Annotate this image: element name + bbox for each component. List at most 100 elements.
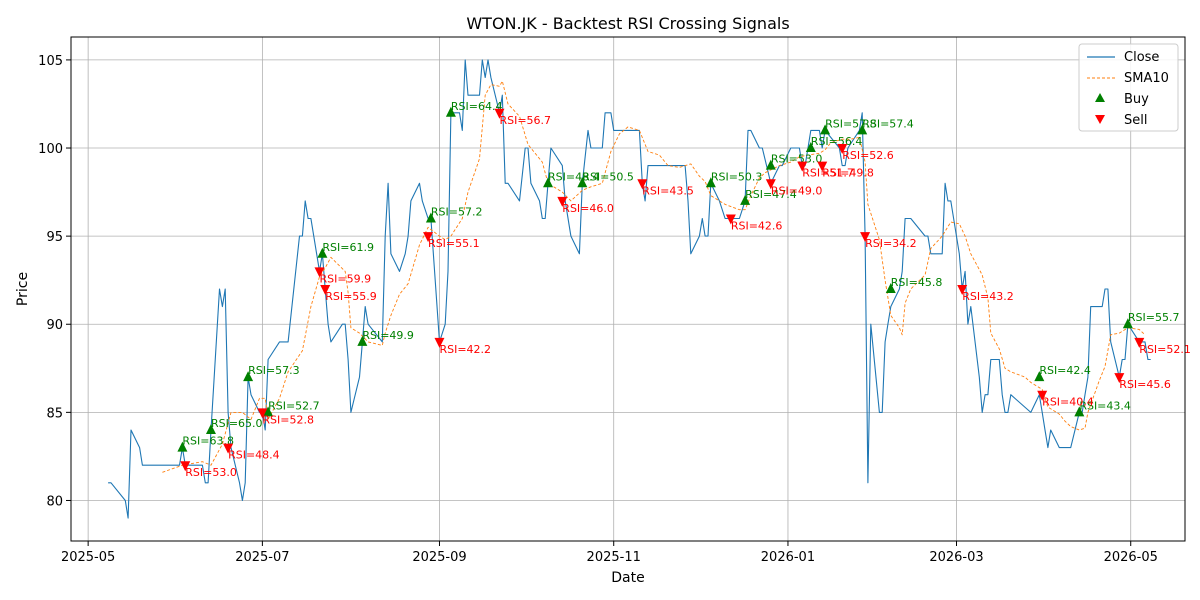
sell-marker	[1114, 373, 1125, 384]
buy-marker	[820, 124, 831, 135]
y-tick-label: 100	[38, 142, 63, 157]
sell-marker	[1134, 337, 1145, 348]
buy-marker	[543, 177, 554, 188]
sell-marker	[817, 161, 828, 172]
buy-annotation: RSI=47.4	[745, 188, 797, 201]
legend: Close SMA10 Buy Sell	[1078, 43, 1179, 132]
y-tick-label: 80	[46, 494, 63, 509]
sell-marker	[557, 196, 568, 207]
buy-annotation: RSI=48.4	[548, 170, 600, 183]
buy-annotation: RSI=57.2	[431, 206, 483, 219]
legend-sell-label: Sell	[1124, 113, 1147, 128]
sell-annotation: RSI=43.2	[962, 290, 1014, 303]
sell-marker	[860, 232, 871, 243]
buy-annotation: RSI=49.9	[362, 329, 414, 342]
sma10-line	[162, 80, 1146, 473]
sell-marker	[320, 285, 331, 295]
sell-annotation: RSI=53.0	[185, 466, 237, 479]
sell-marker	[494, 108, 505, 119]
legend-buy-marker	[1095, 93, 1105, 102]
buy-marker	[243, 371, 254, 382]
sell-marker	[765, 179, 776, 190]
buy-annotation: RSI=56.4	[811, 135, 863, 148]
x-tick-label: 2025-09	[412, 550, 466, 565]
sell-annotation: RSI=49.8	[822, 167, 874, 180]
buy-marker	[885, 283, 896, 293]
x-tick-label: 2025-11	[587, 550, 641, 565]
legend-box	[1078, 43, 1179, 132]
y-axis-ticks: 80 85 90 95 100 105	[38, 54, 71, 509]
sell-annotation: RSI=48.4	[228, 449, 280, 462]
sell-marker	[223, 443, 234, 454]
buy-annotation: RSI=50.5	[582, 170, 634, 183]
sell-marker	[257, 408, 268, 419]
sell-annotation: RSI=43.5	[642, 184, 694, 197]
y-tick-label: 90	[46, 318, 63, 333]
buy-annotation: RSI=57.8	[825, 117, 877, 130]
y-tick-label: 85	[46, 406, 63, 421]
x-axis-ticks: 2025-05 2025-07 2025-09 2025-11 2026-01 2026-…	[61, 541, 1158, 565]
sell-annotation: RSI=46.0	[562, 202, 614, 215]
buy-annotation: RSI=53.0	[771, 153, 823, 166]
buy-marker	[1034, 371, 1045, 382]
buy-marker	[177, 441, 188, 452]
sell-annotation: RSI=34.2	[865, 237, 917, 250]
sell-marker	[725, 214, 736, 225]
x-tick-label: 2026-05	[1104, 550, 1158, 565]
sell-annotation: RSI=52.8	[262, 413, 314, 426]
buy-marker	[317, 247, 328, 258]
sell-marker	[837, 144, 848, 155]
x-tick-label: 2025-07	[235, 550, 289, 565]
buy-annotation: RSI=42.4	[1039, 364, 1091, 377]
buy-marker	[263, 406, 274, 417]
sell-annotation: RSI=55.9	[325, 290, 377, 303]
buy-annotation: RSI=65.0	[211, 417, 263, 430]
grid-lines	[71, 37, 1185, 541]
buy-annotation: RSI=63.8	[182, 435, 234, 448]
legend-close-label: Close	[1124, 50, 1159, 65]
sell-annotation: RSI=52.1	[1139, 343, 1191, 356]
sell-annotation: RSI=49.0	[771, 184, 823, 197]
buy-marker	[765, 159, 776, 170]
buy-marker	[205, 423, 216, 434]
sell-annotation: RSI=55.1	[428, 237, 480, 250]
plot-frame	[70, 36, 1186, 542]
x-tick-label: 2026-03	[929, 550, 983, 565]
buy-marker	[577, 177, 588, 188]
legend-sell-marker	[1095, 115, 1105, 124]
sell-annotation: RSI=42.2	[439, 343, 491, 356]
buy-marker	[805, 142, 816, 153]
buy-annotation: RSI=61.9	[322, 241, 374, 254]
sell-marker	[637, 179, 648, 190]
y-tick-label: 95	[46, 230, 63, 245]
buy-annotation: RSI=43.4	[1079, 399, 1131, 412]
buy-marker	[445, 106, 456, 117]
sell-annotation: RSI=40.4	[1042, 396, 1094, 409]
sell-marker	[314, 267, 325, 278]
buy-annotation: RSI=55.7	[1128, 311, 1180, 324]
chart-title: WTON.JK - Backtest RSI Crossing Signals	[466, 14, 789, 33]
sell-annotation: RSI=52.6	[842, 149, 894, 162]
buy-annotation: RSI=57.3	[248, 364, 300, 377]
buy-marker	[1122, 318, 1133, 329]
buy-marker	[740, 194, 751, 205]
sell-marker	[1037, 390, 1048, 401]
y-tick-label: 105	[38, 54, 63, 69]
buy-annotation: RSI=64.4	[451, 100, 503, 113]
sell-annotation: RSI=51.7	[802, 167, 854, 180]
buy-annotation: RSI=57.4	[862, 117, 914, 130]
sell-marker	[434, 337, 445, 348]
legend-sma10-label: SMA10	[1124, 71, 1169, 86]
sell-marker	[423, 232, 434, 243]
x-tick-label: 2025-05	[61, 550, 115, 565]
x-axis-label: Date	[611, 570, 644, 586]
buy-annotation: RSI=45.8	[891, 276, 943, 289]
signal-markers: RSI=63.8 RSI=65.0 RSI=57.3 RSI=52.7 RSI=61.9…	[177, 100, 1191, 479]
y-axis-label: Price	[15, 272, 31, 306]
sell-annotation: RSI=45.6	[1119, 378, 1171, 391]
sell-marker	[180, 461, 191, 472]
buy-marker	[705, 177, 716, 188]
buy-annotation: RSI=50.3	[711, 170, 763, 183]
buy-marker	[425, 212, 436, 223]
